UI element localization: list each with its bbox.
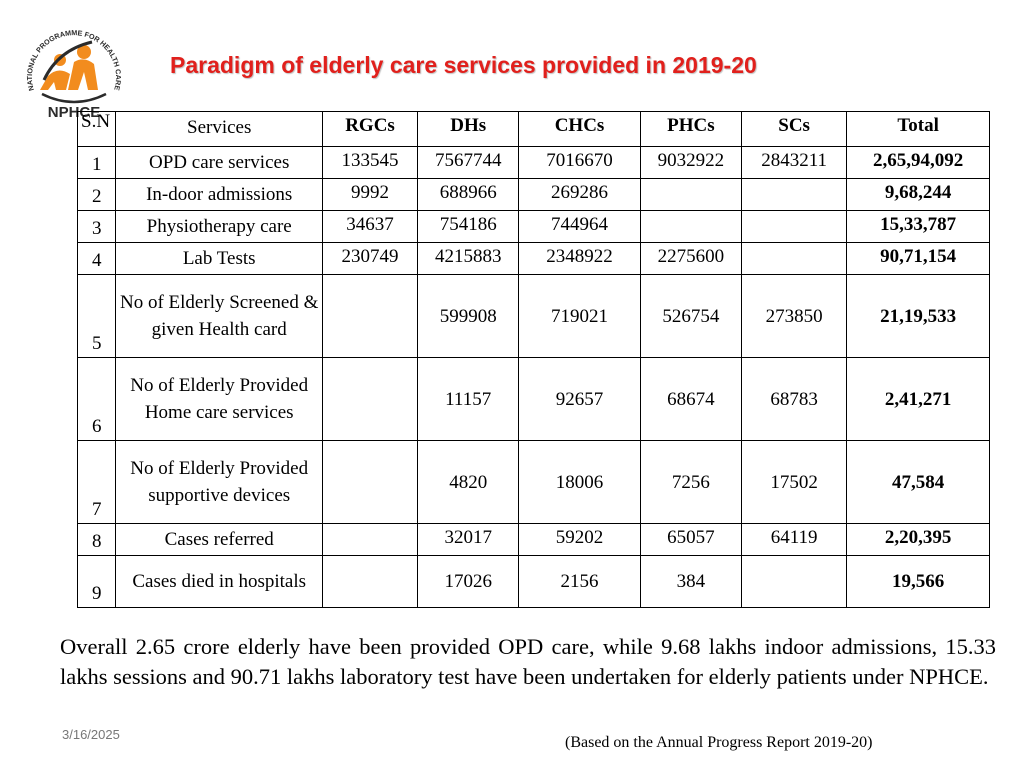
cell-scs: 68783 <box>740 357 848 441</box>
row-service: Cases referred <box>115 523 323 556</box>
cell-dhs: 17026 <box>417 555 520 608</box>
cell-scs <box>740 555 848 608</box>
cell-chcs: 7016670 <box>518 146 641 179</box>
nphce-logo-graphic: NATIONAL PROGRAMME FOR HEALTH CARE OF EL… <box>15 13 123 121</box>
summary-paragraph: Overall 2.65 crore elderly have been pro… <box>60 634 996 689</box>
cell-total: 15,33,787 <box>846 210 990 243</box>
cell-chcs: 269286 <box>518 178 641 211</box>
cell-dhs: 7567744 <box>417 146 520 179</box>
cell-chcs: 2348922 <box>518 242 641 275</box>
cell-rgcs <box>321 440 419 524</box>
cell-total: 90,71,154 <box>846 242 990 275</box>
row-service: Cases died in hospitals <box>115 555 323 608</box>
cell-chcs: 18006 <box>518 440 641 524</box>
cell-dhs: 754186 <box>417 210 520 243</box>
source-note: (Based on the Annual Progress Report 201… <box>565 734 873 751</box>
cell-rgcs <box>321 274 419 358</box>
table-row: 6 No of Elderly Provided Home care servi… <box>76 357 990 441</box>
cell-rgcs: 230749 <box>321 242 419 275</box>
cell-phcs: 7256 <box>639 440 742 524</box>
cell-total: 21,19,533 <box>846 274 990 358</box>
table-row: 2 In-door admissions 9992 688966 269286 … <box>76 178 990 211</box>
cell-dhs: 688966 <box>417 178 520 211</box>
cell-chcs: 2156 <box>518 555 641 608</box>
row-service: No of Elderly Provided supportive device… <box>115 440 323 524</box>
cell-scs: 2843211 <box>740 146 848 179</box>
cell-phcs <box>639 210 742 243</box>
cell-scs <box>740 242 848 275</box>
row-sn: 4 <box>76 242 117 275</box>
cell-scs: 273850 <box>740 274 848 358</box>
cell-total: 2,65,94,092 <box>846 146 990 179</box>
cell-phcs: 68674 <box>639 357 742 441</box>
cell-phcs: 526754 <box>639 274 742 358</box>
cell-total: 2,20,395 <box>846 523 990 556</box>
cell-phcs: 65057 <box>639 523 742 556</box>
cell-rgcs: 133545 <box>321 146 419 179</box>
table-row: 5 No of Elderly Screened & given Health … <box>76 274 990 358</box>
cell-dhs: 11157 <box>417 357 520 441</box>
cell-phcs: 2275600 <box>639 242 742 275</box>
cell-dhs: 599908 <box>417 274 520 358</box>
header-total: Total <box>846 111 990 147</box>
cell-rgcs <box>321 523 419 556</box>
header-sn: S.N <box>76 111 117 147</box>
cell-phcs: 384 <box>639 555 742 608</box>
header-scs: SCs <box>740 111 848 147</box>
cell-phcs <box>639 178 742 211</box>
cell-dhs: 4215883 <box>417 242 520 275</box>
row-service: Lab Tests <box>115 242 323 275</box>
header-rgcs: RGCs <box>321 111 419 147</box>
cell-total: 19,566 <box>846 555 990 608</box>
row-sn: 3 <box>76 210 117 243</box>
header-phcs: PHCs <box>639 111 742 147</box>
table-row: 7 No of Elderly Provided supportive devi… <box>76 440 990 524</box>
cell-chcs: 59202 <box>518 523 641 556</box>
page-title: Paradigm of elderly care services provid… <box>170 52 757 78</box>
row-service: Physiotherapy care <box>115 210 323 243</box>
row-sn: 9 <box>76 555 117 608</box>
cell-rgcs <box>321 357 419 441</box>
row-service: No of Elderly Provided Home care service… <box>115 357 323 441</box>
table-row: 3 Physiotherapy care 34637 754186 744964… <box>76 210 990 243</box>
cell-phcs: 9032922 <box>639 146 742 179</box>
table-header-row: S.N Services RGCs DHs CHCs PHCs SCs Tota… <box>76 111 990 147</box>
cell-total: 47,584 <box>846 440 990 524</box>
nphce-logo: NATIONAL PROGRAMME FOR HEALTH CARE OF EL… <box>15 13 130 121</box>
cell-dhs: 4820 <box>417 440 520 524</box>
row-sn: 6 <box>76 357 117 441</box>
cell-rgcs: 9992 <box>321 178 419 211</box>
header-dhs: DHs <box>417 111 520 147</box>
cell-scs <box>740 210 848 243</box>
cell-rgcs: 34637 <box>321 210 419 243</box>
cell-scs <box>740 178 848 211</box>
slide-date: 3/16/2025 <box>62 727 120 742</box>
row-sn: 1 <box>76 146 117 179</box>
cell-scs: 64119 <box>740 523 848 556</box>
cell-dhs: 32017 <box>417 523 520 556</box>
cell-total: 2,41,271 <box>846 357 990 441</box>
cell-chcs: 719021 <box>518 274 641 358</box>
header-chcs: CHCs <box>518 111 641 147</box>
row-service: In-door admissions <box>115 178 323 211</box>
row-service: OPD care services <box>115 146 323 179</box>
row-service: No of Elderly Screened & given Health ca… <box>115 274 323 358</box>
row-sn: 8 <box>76 523 117 556</box>
cell-rgcs <box>321 555 419 608</box>
services-table: S.N Services RGCs DHs CHCs PHCs SCs Tota… <box>76 111 990 608</box>
table-row: 9 Cases died in hospitals 17026 2156 384… <box>76 555 990 608</box>
cell-scs: 17502 <box>740 440 848 524</box>
table-row: 1 OPD care services 133545 7567744 70166… <box>76 146 990 179</box>
header-services: Services <box>115 111 323 147</box>
cell-chcs: 744964 <box>518 210 641 243</box>
cell-total: 9,68,244 <box>846 178 990 211</box>
cell-chcs: 92657 <box>518 357 641 441</box>
table-row: 4 Lab Tests 230749 4215883 2348922 22756… <box>76 242 990 275</box>
row-sn: 2 <box>76 178 117 211</box>
table-row: 8 Cases referred 32017 59202 65057 64119… <box>76 523 990 556</box>
row-sn: 5 <box>76 274 117 358</box>
row-sn: 7 <box>76 440 117 524</box>
